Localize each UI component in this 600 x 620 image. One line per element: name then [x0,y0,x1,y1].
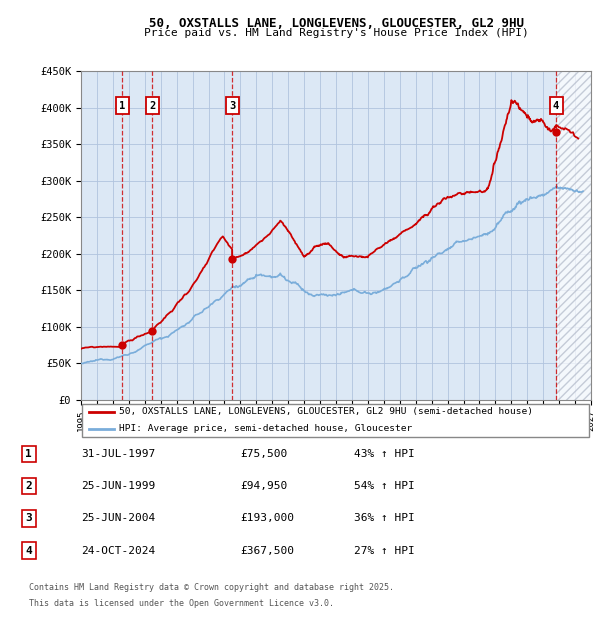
Bar [556,71,591,400]
Text: £94,950: £94,950 [240,481,287,491]
Text: Price paid vs. HM Land Registry's House Price Index (HPI): Price paid vs. HM Land Registry's House … [143,28,529,38]
Text: Contains HM Land Registry data © Crown copyright and database right 2025.: Contains HM Land Registry data © Crown c… [29,583,394,592]
Text: £193,000: £193,000 [240,513,294,523]
Text: 3: 3 [229,101,235,111]
Text: 1: 1 [25,449,32,459]
Text: 2: 2 [149,101,155,111]
Text: 24-OCT-2024: 24-OCT-2024 [81,546,155,556]
Text: 25-JUN-2004: 25-JUN-2004 [81,513,155,523]
Text: £367,500: £367,500 [240,546,294,556]
Text: 27% ↑ HPI: 27% ↑ HPI [354,546,415,556]
Text: This data is licensed under the Open Government Licence v3.0.: This data is licensed under the Open Gov… [29,598,334,608]
Text: 50, OXSTALLS LANE, LONGLEVENS, GLOUCESTER, GL2 9HU: 50, OXSTALLS LANE, LONGLEVENS, GLOUCESTE… [149,17,523,30]
Text: HPI: Average price, semi-detached house, Gloucester: HPI: Average price, semi-detached house,… [119,425,413,433]
FancyBboxPatch shape [82,404,589,437]
Text: 43% ↑ HPI: 43% ↑ HPI [354,449,415,459]
Text: 3: 3 [25,513,32,523]
Text: £75,500: £75,500 [240,449,287,459]
Text: 1: 1 [119,101,125,111]
Text: 4: 4 [553,101,559,111]
Text: 2: 2 [25,481,32,491]
Text: 31-JUL-1997: 31-JUL-1997 [81,449,155,459]
Text: 25-JUN-1999: 25-JUN-1999 [81,481,155,491]
Text: 50, OXSTALLS LANE, LONGLEVENS, GLOUCESTER, GL2 9HU (semi-detached house): 50, OXSTALLS LANE, LONGLEVENS, GLOUCESTE… [119,407,533,416]
Text: 36% ↑ HPI: 36% ↑ HPI [354,513,415,523]
Text: 4: 4 [25,546,32,556]
Text: 54% ↑ HPI: 54% ↑ HPI [354,481,415,491]
